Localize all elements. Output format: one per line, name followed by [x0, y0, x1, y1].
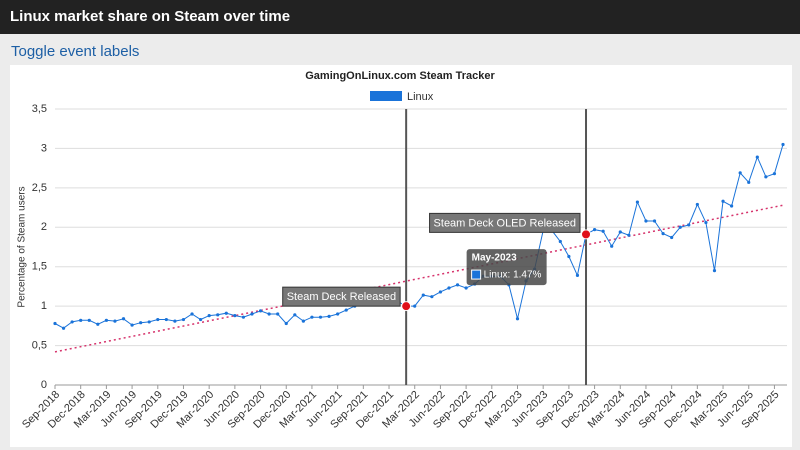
data-point [181, 317, 186, 322]
data-point [344, 308, 348, 312]
data-point [421, 293, 425, 297]
y-tick-label: 1 [41, 300, 47, 312]
data-point [687, 223, 691, 227]
data-point [695, 202, 699, 207]
data-point [216, 313, 220, 317]
data-point [670, 235, 674, 240]
data-point [336, 312, 340, 316]
data-point [70, 320, 74, 324]
data-point [250, 312, 254, 316]
data-point [644, 219, 648, 223]
data-point [79, 318, 83, 322]
data-point [258, 309, 263, 313]
data-point [130, 323, 134, 327]
data-point [627, 233, 631, 237]
data-point [233, 314, 237, 318]
data-point [318, 315, 323, 319]
y-tick-label: 0,5 [32, 339, 47, 351]
data-point [772, 172, 777, 176]
y-tick-label: 2 [41, 221, 47, 233]
data-point [738, 171, 742, 175]
data-point [156, 317, 160, 322]
data-point [781, 142, 785, 147]
event-marker [581, 229, 592, 240]
data-point [207, 314, 211, 318]
event-label-text: Steam Deck Released [287, 291, 396, 303]
tooltip-swatch [471, 269, 482, 280]
y-tick-label: 0 [41, 379, 47, 391]
data-point [678, 225, 682, 229]
data-point [764, 175, 768, 179]
event-label-box [282, 286, 401, 307]
data-point [284, 321, 288, 326]
data-point [447, 286, 451, 290]
data-point [704, 220, 708, 225]
data-point [224, 311, 228, 315]
data-point [592, 228, 597, 232]
data-point [310, 315, 314, 319]
y-tick-label: 1,5 [32, 261, 47, 273]
y-tick-label: 3,5 [32, 103, 47, 115]
data-point [755, 155, 759, 159]
data-point [652, 219, 657, 223]
event-label: Steam Deck OLED Released [429, 212, 581, 233]
data-point [164, 317, 168, 322]
data-point [104, 318, 108, 322]
data-point [730, 204, 734, 208]
chart-background [10, 65, 792, 447]
data-point [610, 244, 614, 248]
data-point [661, 231, 665, 236]
data-point [190, 312, 194, 316]
trendline [54, 204, 784, 353]
data-point [747, 180, 751, 184]
data-point [558, 239, 562, 244]
data-point [121, 317, 126, 321]
data-point [712, 269, 717, 273]
data-point [635, 200, 640, 204]
toggle-link[interactable]: Toggle event labels [11, 43, 140, 60]
data-point [515, 317, 520, 321]
data-point [567, 254, 571, 259]
data-point [455, 283, 460, 287]
data-point [575, 273, 580, 277]
y-tick-label: 3 [41, 142, 47, 154]
data-point [327, 314, 331, 318]
tooltip-text: Linux: 1.47% [484, 270, 542, 281]
chart-title: GamingOnLinux.com Steam Tracker [305, 70, 495, 82]
data-point [87, 318, 91, 322]
data-point [721, 199, 725, 203]
event-label: Steam Deck Released [282, 286, 401, 307]
data-point [601, 229, 605, 233]
tooltip-box [466, 249, 547, 286]
data-point [293, 313, 297, 317]
y-axis-label: Percentage of Steam users [17, 186, 28, 307]
page-header: Linux market share on Steam over time [0, 0, 800, 34]
data-point [464, 286, 468, 290]
data-point [61, 326, 66, 330]
event-marker [401, 301, 412, 312]
data-point [96, 322, 100, 326]
data-point [301, 319, 305, 323]
data-point [413, 304, 417, 308]
tooltip-title: May-2023 [472, 253, 517, 264]
data-point [618, 230, 622, 234]
data-point [147, 320, 151, 324]
data-point [438, 290, 443, 294]
data-point [173, 319, 177, 323]
data-point [199, 317, 203, 322]
data-point [267, 312, 271, 316]
data-point [53, 321, 57, 326]
data-point [241, 315, 246, 319]
legend-label: Linux [407, 91, 434, 103]
data-point [139, 321, 143, 325]
legend-swatch [370, 91, 402, 101]
y-tick-label: 2,5 [32, 182, 47, 194]
event-label-text: Steam Deck OLED Released [434, 217, 576, 229]
data-point [430, 295, 434, 299]
event-label-box [429, 212, 581, 233]
data-point [276, 312, 280, 316]
data-point [113, 319, 117, 323]
